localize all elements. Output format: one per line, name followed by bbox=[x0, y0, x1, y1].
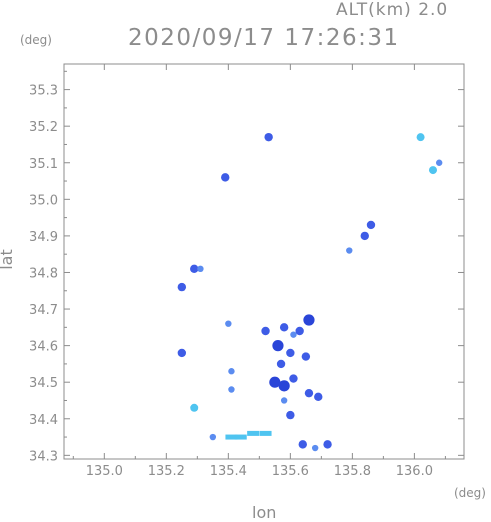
x-tick-label: 135.4 bbox=[210, 464, 247, 479]
echo-cell bbox=[225, 434, 238, 440]
x-tick-label: 136.0 bbox=[396, 464, 433, 479]
echo-cell bbox=[264, 132, 273, 142]
y-tick-label: 35.0 bbox=[29, 193, 58, 208]
y-tick-label: 35.1 bbox=[29, 157, 58, 172]
echo-cell bbox=[428, 166, 437, 175]
echo-cell bbox=[323, 440, 332, 449]
axis-ticks: 135.0 135.2 135.4 135.6 135.8 136.0 34.3 34.4 34… bbox=[29, 64, 464, 479]
x-tick-label: 135.0 bbox=[86, 464, 123, 479]
y-tick-label: 34.8 bbox=[29, 266, 58, 281]
y-tick-label: 35.2 bbox=[29, 120, 58, 135]
x-axis-label: lon bbox=[252, 503, 277, 522]
echo-cell bbox=[286, 410, 295, 420]
echo-cell bbox=[314, 392, 323, 402]
echo-cell bbox=[225, 320, 232, 327]
echo-cell bbox=[228, 368, 235, 375]
echo-cell bbox=[289, 374, 298, 383]
y-tick-label: 34.3 bbox=[29, 449, 58, 464]
echo-cell bbox=[177, 282, 187, 292]
echo-cell bbox=[234, 434, 247, 440]
echo-cell bbox=[304, 388, 314, 398]
echo-cell bbox=[261, 326, 270, 336]
echo-cell bbox=[269, 376, 281, 388]
echo-marks bbox=[177, 132, 443, 452]
x-tick-label: 135.8 bbox=[334, 464, 371, 479]
echo-cell bbox=[280, 397, 288, 404]
echo-cell bbox=[303, 314, 315, 326]
echo-cell bbox=[272, 340, 284, 352]
x-tick-label: 135.6 bbox=[272, 464, 309, 479]
echo-cell bbox=[247, 430, 260, 436]
echo-cell bbox=[278, 380, 290, 392]
echo-cell bbox=[221, 173, 230, 182]
echo-cell bbox=[346, 247, 353, 254]
echo-cell bbox=[228, 386, 235, 393]
echo-cell bbox=[298, 440, 307, 449]
echo-cell bbox=[197, 265, 204, 273]
echo-cell bbox=[295, 326, 304, 336]
echo-cell bbox=[435, 159, 443, 166]
echo-cell bbox=[366, 220, 376, 230]
y-tick-label: 34.5 bbox=[29, 376, 58, 391]
echo-cell bbox=[279, 323, 289, 332]
echo-cell bbox=[301, 352, 311, 361]
y-tick-label: 35.3 bbox=[29, 84, 58, 99]
altitude-label: ALT(km) 2.0 bbox=[336, 0, 449, 20]
echo-cell bbox=[190, 264, 199, 274]
echo-cell bbox=[360, 231, 369, 241]
y-tick-label: 34.4 bbox=[29, 413, 58, 428]
echo-cell bbox=[311, 444, 319, 452]
x-tick-label: 135.2 bbox=[148, 464, 185, 479]
y-tick-label: 34.7 bbox=[29, 303, 58, 318]
y-tick-label: 34.6 bbox=[29, 340, 58, 355]
echo-cell bbox=[276, 359, 286, 369]
x-unit-label: (deg) bbox=[454, 486, 486, 500]
y-unit-label: (deg) bbox=[20, 33, 52, 47]
echo-cell bbox=[190, 403, 199, 412]
plot-frame bbox=[63, 63, 465, 460]
echo-cell bbox=[177, 348, 187, 358]
timestamp-title: 2020/09/17 17:26:31 bbox=[128, 25, 400, 51]
echo-cell bbox=[416, 133, 425, 142]
y-tick-label: 34.9 bbox=[29, 230, 58, 245]
echo-cell bbox=[290, 331, 297, 338]
echo-cell bbox=[209, 433, 217, 441]
echo-cell bbox=[286, 348, 295, 358]
echo-cell bbox=[259, 430, 272, 436]
